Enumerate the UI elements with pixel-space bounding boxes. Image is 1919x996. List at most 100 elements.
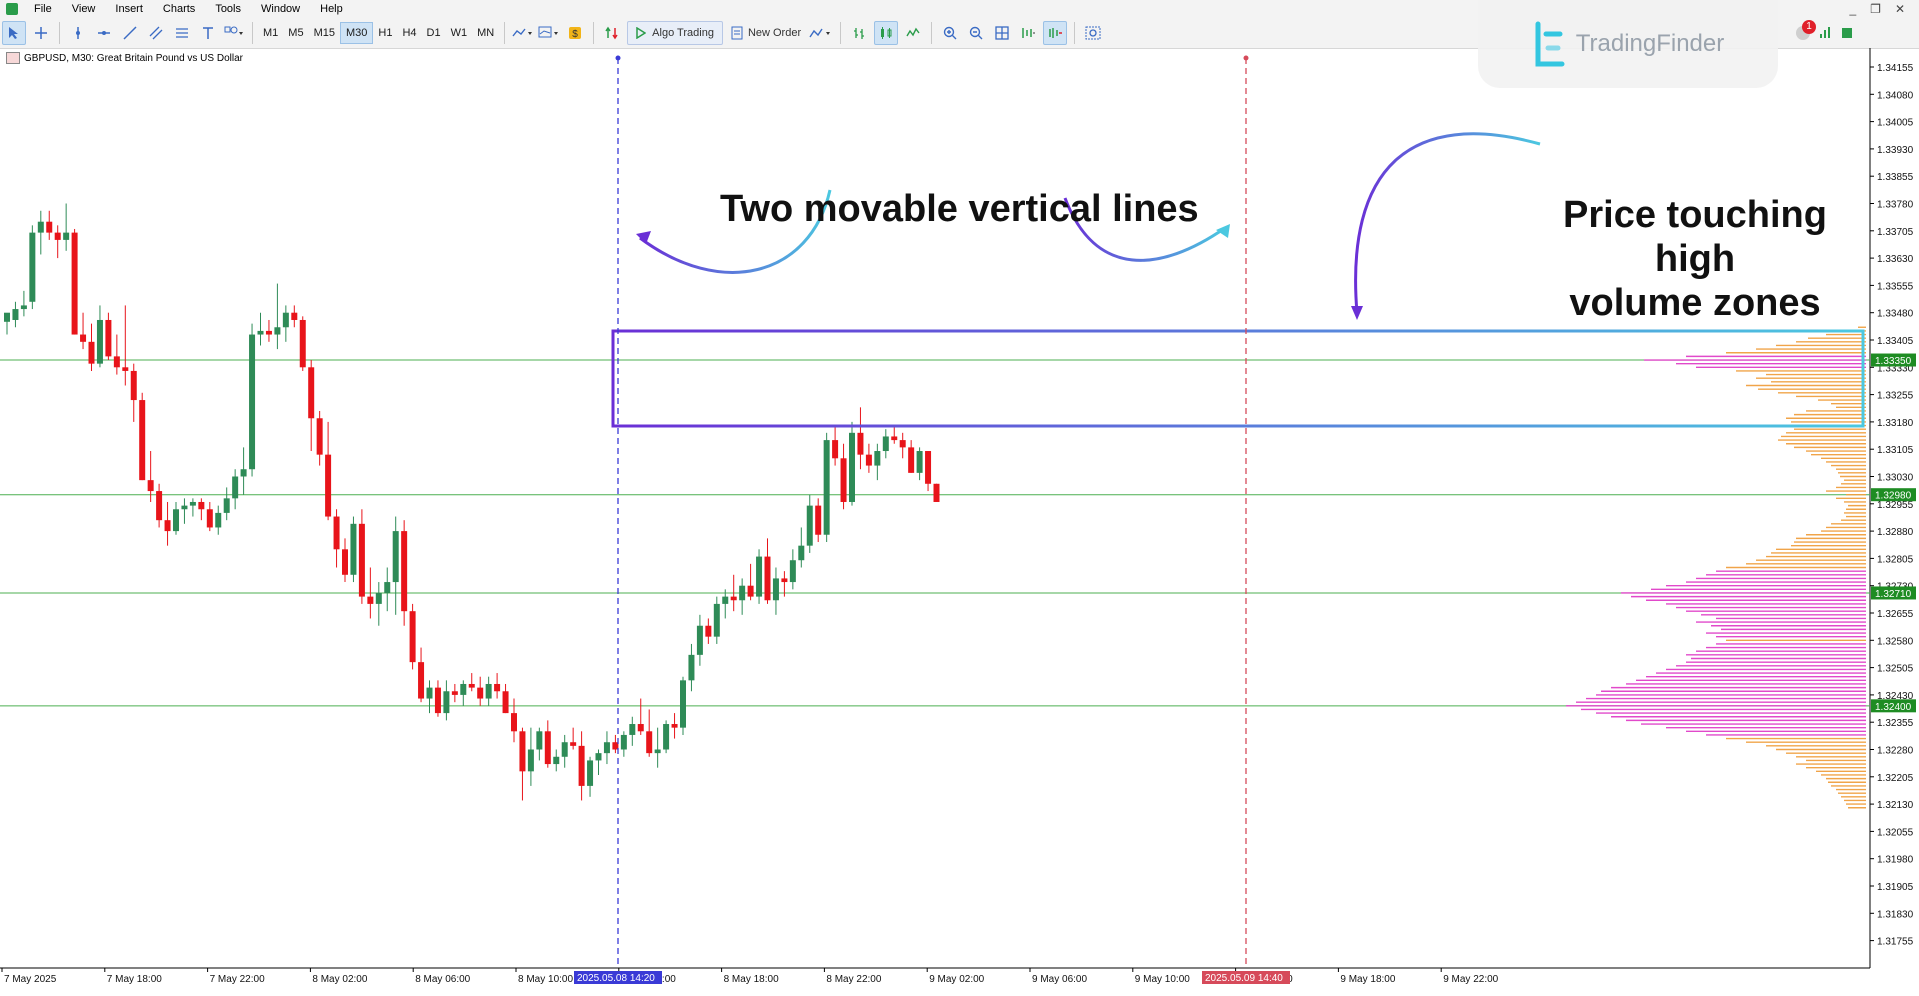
candle-body: [832, 440, 839, 459]
candle-body: [80, 334, 87, 342]
brand-name: TradingFinder: [1575, 30, 1725, 57]
candle-body: [553, 756, 560, 765]
candle-body: [620, 734, 627, 750]
candle-body: [857, 432, 864, 455]
tile-windows-icon[interactable]: [991, 22, 1013, 44]
candle-body: [232, 476, 239, 499]
indicators-icon[interactable]: [512, 22, 534, 44]
price-tag-label: 1.32400: [1875, 702, 1912, 713]
candle-body: [198, 501, 205, 510]
vertical-line-blue-label-bg: [574, 971, 662, 984]
candle-body: [249, 334, 256, 470]
candle-body: [536, 731, 543, 750]
shapes-tool-icon[interactable]: [223, 22, 245, 44]
minimize-button[interactable]: _: [1849, 2, 1857, 16]
menu-insert[interactable]: Insert: [115, 3, 143, 15]
candle-body: [130, 370, 137, 401]
menu-window[interactable]: Window: [261, 3, 301, 15]
candlestick-chart-icon[interactable]: [874, 21, 899, 45]
time-axis-label: 9 May 06:00: [1032, 974, 1087, 985]
timeframe-m1[interactable]: M1: [263, 27, 279, 39]
candle-body: [342, 549, 348, 575]
bell-icon[interactable]: 1: [1796, 20, 1816, 40]
bar-chart-icon[interactable]: [848, 22, 870, 44]
candle-body: [147, 480, 154, 492]
menu-help[interactable]: Help: [320, 3, 343, 15]
line-chart-icon[interactable]: [902, 22, 924, 44]
candle-body: [156, 491, 163, 521]
annotation-vertical-lines: Two movable vertical lines: [720, 188, 1199, 230]
timeframe-mn[interactable]: MN: [477, 27, 495, 39]
candle-body: [511, 713, 517, 732]
menu-file[interactable]: File: [34, 3, 52, 15]
crosshair-tool-icon[interactable]: [30, 22, 52, 44]
vertical-line-tool-icon[interactable]: [67, 22, 89, 44]
candle-body: [401, 531, 408, 612]
screenshot-icon[interactable]: [1082, 22, 1104, 44]
one-click-trading-icon[interactable]: [601, 22, 623, 44]
candle-body: [612, 742, 619, 750]
chart-symbol-header: GBPUSD, M30: Great Britain Pound vs US D…: [6, 52, 243, 64]
candle-body: [595, 753, 602, 761]
price-axis-label: 1.32805: [1877, 554, 1914, 565]
chart-shift-icon[interactable]: [1043, 21, 1068, 45]
channel-tool-icon[interactable]: [145, 22, 167, 44]
chart-view-icon[interactable]: [1840, 26, 1854, 40]
signal-icon[interactable]: [1818, 26, 1832, 40]
price-chart[interactable]: 1.34155 1.34080 1.34005 1.33930 1.33855 1.337…: [0, 48, 1919, 996]
horizontal-line-tool-icon[interactable]: [93, 22, 115, 44]
candle-body: [933, 483, 940, 502]
menu-tools[interactable]: Tools: [215, 3, 241, 15]
candle-body: [240, 469, 247, 477]
candle-body: [882, 436, 889, 452]
candle-body: [274, 327, 281, 335]
depth-of-market-icon[interactable]: [809, 22, 833, 44]
candle-body: [333, 516, 340, 550]
price-axis-label: 1.33330: [1877, 363, 1914, 374]
cursor-tool-icon[interactable]: [2, 21, 26, 45]
zoom-in-icon[interactable]: [939, 22, 961, 44]
timeframe-m5[interactable]: M5: [288, 27, 304, 39]
timeframe-h1[interactable]: H1: [378, 27, 393, 39]
timeframe-m15[interactable]: M15: [313, 27, 335, 39]
candle-body: [71, 232, 78, 335]
restore-button[interactable]: ❐: [1870, 2, 1881, 16]
text-tool-icon[interactable]: [197, 22, 219, 44]
algo-trading-button[interactable]: Algo Trading: [627, 21, 723, 45]
candle-body: [916, 451, 923, 473]
candle-body: [654, 749, 661, 754]
candle-body: [502, 691, 509, 714]
price-axis-label: 1.33780: [1877, 200, 1914, 211]
timeframe-m30[interactable]: M30: [339, 22, 374, 44]
auto-scroll-icon[interactable]: [1017, 22, 1039, 44]
market-icon[interactable]: $: [564, 22, 586, 44]
price-axis-label: 1.33855: [1877, 172, 1914, 183]
timeframe-d1[interactable]: D1: [426, 27, 441, 39]
price-axis-label: 1.32955: [1877, 500, 1914, 511]
candle-body: [181, 505, 188, 510]
close-button[interactable]: ✕: [1894, 2, 1905, 16]
trendline-tool-icon[interactable]: [119, 22, 141, 44]
chart-window-icon: [6, 52, 20, 64]
candle-body: [122, 367, 129, 371]
timeframe-h4[interactable]: H4: [402, 27, 417, 39]
price-axis-label: 1.34155: [1877, 63, 1914, 74]
candle-body: [629, 724, 636, 735]
menu-charts[interactable]: Charts: [162, 3, 196, 15]
candle-body: [88, 341, 95, 364]
chart-window[interactable]: 1.34155 1.34080 1.34005 1.33930 1.33855 1.337…: [0, 48, 1919, 996]
fibonacci-tool-icon[interactable]: [171, 22, 193, 44]
templates-icon[interactable]: [538, 22, 560, 44]
candle-body: [358, 523, 365, 597]
menu-view[interactable]: View: [71, 3, 96, 15]
price-axis-label: 1.34080: [1877, 90, 1914, 101]
timeframe-w1[interactable]: W1: [450, 27, 468, 39]
candle-body: [544, 731, 551, 765]
new-order-button[interactable]: New Order: [727, 22, 805, 44]
candle-body: [578, 745, 585, 786]
zoom-out-icon[interactable]: [965, 22, 987, 44]
vertical-line-red-label: 2025.05.09 14:40: [1205, 973, 1283, 984]
price-tag-bg: [1871, 353, 1916, 367]
candle-body: [282, 312, 289, 328]
candle-body: [840, 458, 847, 502]
